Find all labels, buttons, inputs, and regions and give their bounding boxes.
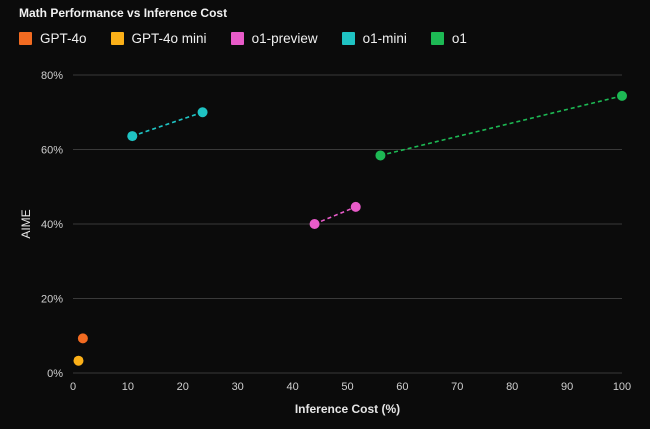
- y-axis-label: AIME: [19, 209, 33, 238]
- legend-label-gpt-4o: GPT-4o: [40, 31, 87, 46]
- legend-item-gpt-4o: GPT-4o: [19, 31, 87, 46]
- legend-label-gpt-4o-mini: GPT-4o mini: [131, 31, 207, 46]
- data-point-o1-preview: [350, 201, 361, 212]
- data-point-o1-preview: [309, 219, 320, 229]
- data-point-gpt-4o: [77, 333, 88, 344]
- data-point-gpt-4o-mini: [73, 355, 84, 366]
- chart-legend: GPT-4o GPT-4o mini o1-preview o1-mini o1: [19, 31, 491, 46]
- legend-swatch-gpt-4o-mini: [110, 32, 124, 45]
- y-tick-label: 0%: [47, 368, 63, 380]
- legend-swatch-o1-preview: [230, 32, 244, 45]
- x-tick-label: 70: [451, 381, 463, 393]
- legend-item-o1: o1: [430, 31, 467, 46]
- y-tick-label: 40%: [41, 219, 63, 231]
- series-line-o1-mini: [132, 111, 203, 137]
- y-tick-label: 80%: [41, 70, 63, 82]
- legend-item-o1-preview: o1-preview: [230, 31, 318, 46]
- y-tick-label: 60%: [41, 145, 63, 157]
- chart-title: Math Performance vs Inference Cost: [19, 6, 228, 20]
- x-tick-label: 50: [341, 381, 353, 393]
- series-line-o1: [380, 95, 623, 157]
- x-tick-label: 30: [232, 381, 244, 393]
- x-axis-label: Inference Cost (%): [295, 402, 400, 416]
- legend-swatch-gpt-4o: [19, 32, 32, 45]
- x-tick-label: 40: [286, 381, 298, 393]
- x-tick-label: 80: [506, 381, 518, 393]
- legend-label-o1-preview: o1-preview: [251, 31, 318, 46]
- x-tick-label: 60: [396, 381, 408, 393]
- legend-item-o1-mini: o1-mini: [341, 31, 407, 46]
- legend-label-o1-mini: o1-mini: [362, 31, 407, 46]
- data-point-o1-mini: [127, 131, 138, 142]
- x-tick-label: 10: [122, 381, 134, 393]
- data-point-o1: [375, 150, 386, 161]
- x-tick-label: 0: [70, 381, 76, 393]
- data-point-o1-mini: [197, 107, 208, 118]
- x-tick-label: 20: [177, 381, 189, 393]
- legend-label-o1: o1: [451, 31, 467, 46]
- legend-swatch-o1: [430, 32, 444, 45]
- x-tick-label: 100: [613, 381, 631, 393]
- x-tick-label: 90: [561, 381, 573, 393]
- legend-swatch-o1-mini: [341, 32, 355, 45]
- y-tick-label: 20%: [41, 294, 63, 306]
- series-line-o1-preview: [314, 206, 357, 225]
- legend-item-gpt-4o-mini: GPT-4o mini: [110, 31, 207, 46]
- data-point-o1: [617, 90, 627, 101]
